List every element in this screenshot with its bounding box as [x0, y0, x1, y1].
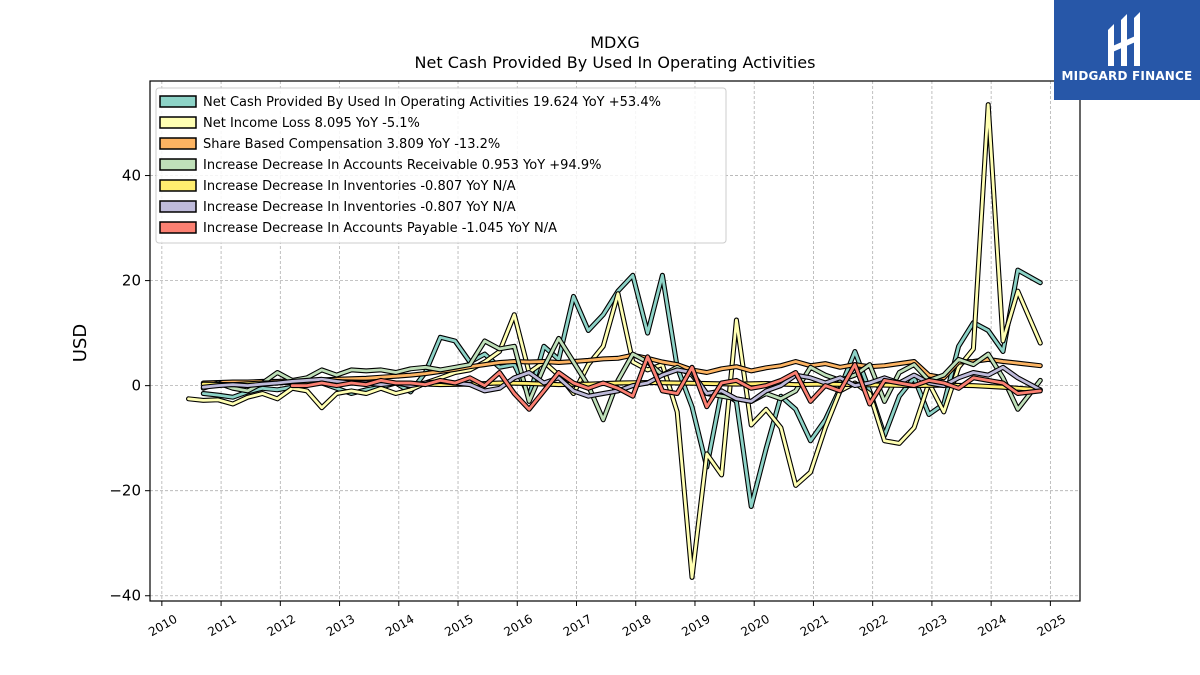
x-tick-label: 2023 [916, 612, 949, 639]
x-tick-label: 2017 [561, 612, 594, 639]
series-line-stroke [201, 268, 1042, 508]
y-tick-label: 0 [131, 377, 141, 395]
legend-label: Increase Decrease In Inventories -0.807 … [203, 200, 516, 215]
midgard-logo-icon [1108, 12, 1140, 66]
x-tick-label: 2016 [502, 612, 535, 639]
x-tick-label: 2013 [324, 612, 357, 639]
brand-logo: MIDGARD FINANCE [1054, 0, 1200, 100]
legend-box [155, 87, 727, 244]
chart-subtitle: Net Cash Provided By Used In Operating A… [415, 53, 816, 72]
plot-frame [149, 80, 1081, 602]
y-tick-label: 20 [122, 272, 141, 290]
series-line-3 [200, 352, 1043, 386]
series-line-2 [186, 102, 1043, 580]
x-tick-label: 2014 [383, 612, 416, 639]
series-line-1 [200, 267, 1043, 509]
y-axis-label: USD [70, 324, 91, 362]
x-tick-label: 2025 [1035, 612, 1068, 639]
x-tick-label: 2010 [146, 612, 179, 639]
series-lines [186, 102, 1043, 580]
legend-swatch [159, 116, 197, 129]
legend-label: Increase Decrease In Accounts Payable -1… [203, 221, 557, 236]
legend-swatch [159, 95, 197, 108]
y-tick-label: −40 [109, 587, 141, 605]
x-tick-label: 2018 [620, 612, 653, 639]
y-tick-label: 40 [122, 167, 141, 185]
legend-label: Increase Decrease In Accounts Receivable… [203, 158, 601, 173]
y-tick-label: −20 [109, 482, 141, 500]
x-tick-label: 2012 [265, 612, 298, 639]
x-tick-label: 2015 [442, 612, 475, 639]
series-line-stroke [290, 355, 1042, 411]
x-tick-label: 2024 [975, 612, 1008, 639]
x-tick-label: 2022 [857, 612, 890, 639]
legend-swatch [159, 200, 197, 213]
legend-label: Share Based Compensation 3.809 YoY -13.2… [203, 137, 500, 152]
x-tick-label: 2011 [205, 612, 238, 639]
legend-swatch [159, 221, 197, 234]
legend-swatch [159, 158, 197, 171]
x-tick-label: 2019 [679, 612, 712, 639]
series-line-7 [289, 354, 1043, 412]
x-tick-label: 2020 [738, 612, 771, 639]
legend: Net Cash Provided By Used In Operating A… [155, 87, 727, 244]
x-tick-label: 2021 [798, 612, 831, 639]
legend-label: Net Income Loss 8.095 YoY -5.1% [203, 116, 420, 131]
series-line-stroke [201, 353, 1042, 385]
brand-name: MIDGARD FINANCE [1061, 69, 1193, 83]
legend-label: Net Cash Provided By Used In Operating A… [203, 95, 661, 110]
series-line-stroke [187, 103, 1042, 579]
chart-title: MDXG [590, 33, 639, 52]
legend-label: Increase Decrease In Inventories -0.807 … [203, 179, 516, 194]
legend-swatch [159, 137, 197, 150]
legend-swatch [159, 179, 197, 192]
